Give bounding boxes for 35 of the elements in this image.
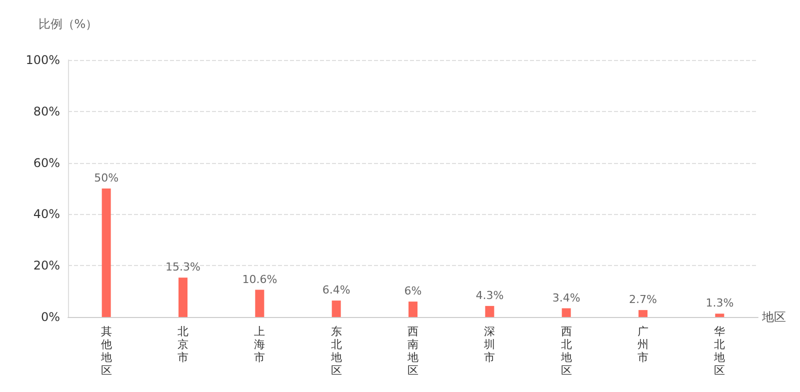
data-label: 15.3% [166, 260, 200, 274]
bar [178, 278, 188, 317]
data-label: 6% [404, 284, 422, 298]
data-label: 1.3% [706, 296, 734, 310]
data-label: 50% [94, 172, 119, 184]
y-tick-label: 60% [33, 156, 60, 170]
bar [715, 314, 724, 317]
data-label: 3.4% [552, 291, 580, 304]
bar [102, 188, 111, 317]
x-tick-label: 广州市 [638, 325, 648, 364]
data-label: 4.3% [476, 288, 504, 302]
x-tick-label: 西南地区 [406, 325, 418, 377]
x-tick-label: 西北地区 [560, 325, 572, 377]
x-tick-label: 其他地区 [100, 325, 112, 377]
bar [562, 308, 571, 317]
y-tick-label: 20% [33, 258, 60, 273]
bar [408, 302, 418, 317]
x-tick-label: 深圳市 [483, 325, 496, 364]
y-tick-label: 0% [40, 310, 60, 324]
bar [255, 290, 264, 317]
y-axis-title: 比例（%） [38, 17, 98, 31]
data-label: 10.6% [242, 272, 278, 286]
x-tick-label: 华北地区 [713, 325, 726, 377]
bar [638, 310, 648, 317]
data-label: 2.7% [629, 293, 657, 306]
x-axis-title: 地区 [761, 310, 786, 324]
x-tick-label: 上海市 [254, 325, 266, 364]
x-tick-label: 东北地区 [330, 325, 342, 377]
y-tick-label: 80% [33, 104, 60, 118]
bar [485, 306, 494, 317]
data-label: 6.4% [322, 284, 350, 297]
y-tick-label: 100% [26, 53, 60, 67]
x-tick-label: 北京市 [178, 325, 188, 364]
bar [332, 300, 341, 317]
y-tick-label: 40% [33, 207, 60, 222]
